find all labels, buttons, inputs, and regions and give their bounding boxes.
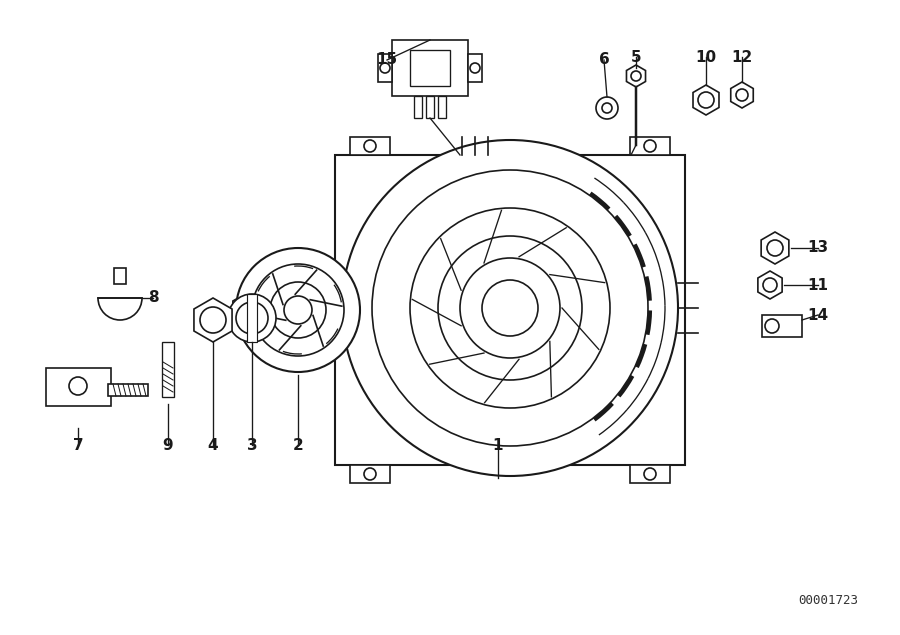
Circle shape <box>763 278 777 292</box>
Polygon shape <box>761 232 789 264</box>
Circle shape <box>602 103 612 113</box>
Polygon shape <box>626 65 645 87</box>
Bar <box>335 155 685 465</box>
Circle shape <box>410 208 610 408</box>
Bar <box>108 384 148 396</box>
Text: 14: 14 <box>807 307 829 323</box>
Circle shape <box>767 240 783 256</box>
Bar <box>438 96 446 118</box>
Circle shape <box>228 294 276 342</box>
Bar <box>426 96 434 118</box>
Text: 6: 6 <box>598 53 609 67</box>
Circle shape <box>482 280 538 336</box>
Bar <box>247 294 257 342</box>
Circle shape <box>596 97 618 119</box>
Text: 12: 12 <box>732 50 752 65</box>
Circle shape <box>238 301 252 315</box>
Circle shape <box>236 302 268 334</box>
Text: 2: 2 <box>292 438 303 453</box>
Circle shape <box>765 319 779 333</box>
Polygon shape <box>731 82 753 108</box>
Circle shape <box>252 264 344 356</box>
Text: 11: 11 <box>807 277 829 293</box>
Text: 10: 10 <box>696 50 716 65</box>
Circle shape <box>200 307 226 333</box>
Circle shape <box>438 236 582 380</box>
Bar <box>414 96 422 118</box>
Circle shape <box>342 140 678 476</box>
Polygon shape <box>758 271 782 299</box>
Circle shape <box>644 140 656 152</box>
Bar <box>46 368 111 406</box>
Text: 1: 1 <box>493 438 503 453</box>
Text: 9: 9 <box>163 438 174 453</box>
Bar <box>114 268 126 284</box>
Circle shape <box>380 63 390 73</box>
Circle shape <box>644 468 656 480</box>
Circle shape <box>698 92 714 108</box>
Polygon shape <box>194 298 232 342</box>
Text: 7: 7 <box>73 438 84 453</box>
Circle shape <box>69 377 87 395</box>
Circle shape <box>460 258 560 358</box>
Bar <box>468 54 482 82</box>
Wedge shape <box>98 298 142 320</box>
Bar <box>392 40 468 96</box>
Circle shape <box>284 296 312 324</box>
Bar <box>410 50 450 86</box>
Polygon shape <box>693 85 719 115</box>
Polygon shape <box>630 465 670 483</box>
Circle shape <box>372 170 648 446</box>
Circle shape <box>270 282 326 338</box>
Circle shape <box>470 63 480 73</box>
Circle shape <box>736 89 748 101</box>
Circle shape <box>364 468 376 480</box>
Polygon shape <box>630 137 670 155</box>
Text: 8: 8 <box>148 290 158 305</box>
Circle shape <box>364 140 376 152</box>
Text: 15: 15 <box>376 53 398 67</box>
Bar <box>762 315 802 337</box>
Text: 3: 3 <box>247 438 257 453</box>
Polygon shape <box>350 465 390 483</box>
Text: 5: 5 <box>631 50 642 65</box>
Polygon shape <box>233 294 257 322</box>
Circle shape <box>236 248 360 372</box>
Text: 13: 13 <box>807 241 829 255</box>
Polygon shape <box>350 137 390 155</box>
Text: 4: 4 <box>208 438 219 453</box>
Bar <box>307 296 345 320</box>
Text: 00001723: 00001723 <box>798 594 858 606</box>
Bar <box>378 54 392 82</box>
Circle shape <box>631 71 641 81</box>
Bar <box>162 342 174 397</box>
